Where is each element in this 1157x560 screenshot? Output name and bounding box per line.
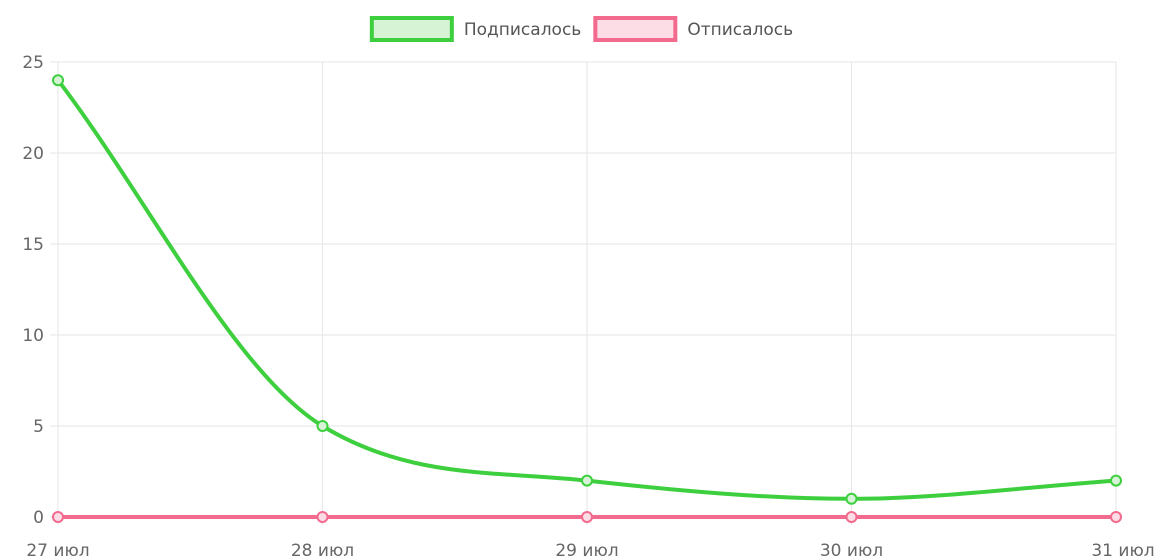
- legend-item-1[interactable]: Отписалось: [593, 16, 793, 42]
- data-point[interactable]: [52, 74, 64, 87]
- x-axis: 27 июл 28 июл 29 июл 30 июл 31 июл: [26, 541, 1154, 560]
- x-tick-label: 30 июл: [820, 541, 883, 560]
- legend-swatch: [593, 16, 678, 42]
- x-tick-label: 27 июл: [26, 541, 89, 560]
- y-tick-label: 0: [33, 508, 44, 528]
- data-point[interactable]: [581, 511, 593, 523]
- grid: [50, 61, 1117, 525]
- y-tick-label: 15: [22, 235, 44, 255]
- data-point[interactable]: [316, 511, 329, 523]
- data-point[interactable]: [845, 511, 858, 523]
- data-point[interactable]: [1110, 474, 1122, 487]
- data-point[interactable]: [52, 511, 64, 523]
- data-point[interactable]: [316, 420, 329, 432]
- y-tick-label: 5: [33, 417, 44, 437]
- data-point[interactable]: [581, 474, 593, 487]
- legend[interactable]: Подписалось Отписалось: [369, 16, 793, 42]
- data-point[interactable]: [1110, 511, 1122, 523]
- x-tick-label: 28 июл: [291, 541, 354, 560]
- series-line-0[interactable]: [56, 78, 1118, 501]
- y-tick-label: 10: [22, 326, 44, 346]
- series-layer: [52, 74, 1122, 523]
- x-tick-label: 29 июл: [555, 541, 618, 560]
- x-tick-label: 31 июл: [1091, 541, 1154, 560]
- y-axis: 0 5 10 15 20 25: [22, 53, 44, 528]
- y-tick-label: 20: [22, 144, 44, 164]
- legend-swatch: [369, 16, 454, 42]
- data-point[interactable]: [845, 492, 858, 505]
- legend-label: Подписалось: [464, 20, 582, 40]
- legend-label: Отписалось: [687, 20, 793, 40]
- legend-item-0[interactable]: Подписалось: [369, 16, 582, 42]
- y-tick-label: 25: [22, 53, 44, 73]
